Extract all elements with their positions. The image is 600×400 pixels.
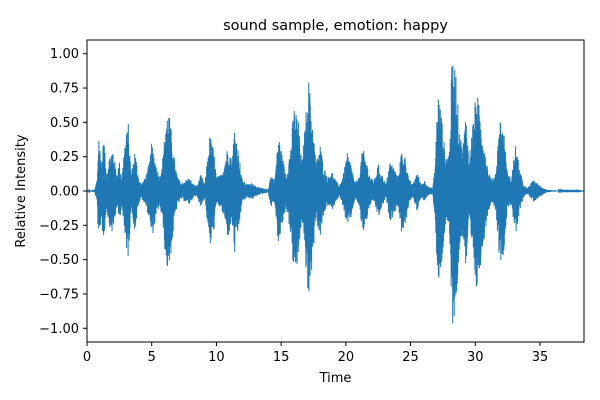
x-tick-label: 0 (83, 350, 91, 365)
x-axis-label: Time (319, 371, 352, 386)
y-axis: 1.00 0.75 0.50 0.25 0.00 −0.25 −0.50 −0.75 −1.00 (39, 47, 87, 337)
x-tick-label: 10 (208, 350, 225, 365)
y-tick-label: −0.75 (39, 287, 79, 302)
y-tick-label: −0.25 (39, 219, 79, 234)
waveform-series (87, 65, 584, 324)
y-tick-label: −1.00 (39, 322, 79, 337)
x-axis: 0 5 10 15 20 25 30 35 (83, 342, 548, 365)
chart-title: sound sample, emotion: happy (223, 18, 448, 34)
x-tick-label: 5 (148, 350, 156, 365)
y-tick-label: 0.25 (50, 150, 79, 165)
y-axis-label: Relative Intensity (14, 134, 29, 247)
x-tick-label: 25 (402, 350, 419, 365)
x-tick-label: 35 (532, 350, 549, 365)
y-tick-label: 0.50 (50, 116, 79, 131)
y-tick-label: 0.75 (50, 82, 79, 97)
y-tick-label: 0.00 (50, 185, 79, 200)
x-tick-label: 20 (338, 350, 355, 365)
y-tick-label: 1.00 (50, 47, 79, 62)
x-tick-label: 15 (273, 350, 290, 365)
y-tick-label: −0.50 (39, 253, 79, 268)
x-tick-label: 30 (467, 350, 484, 365)
